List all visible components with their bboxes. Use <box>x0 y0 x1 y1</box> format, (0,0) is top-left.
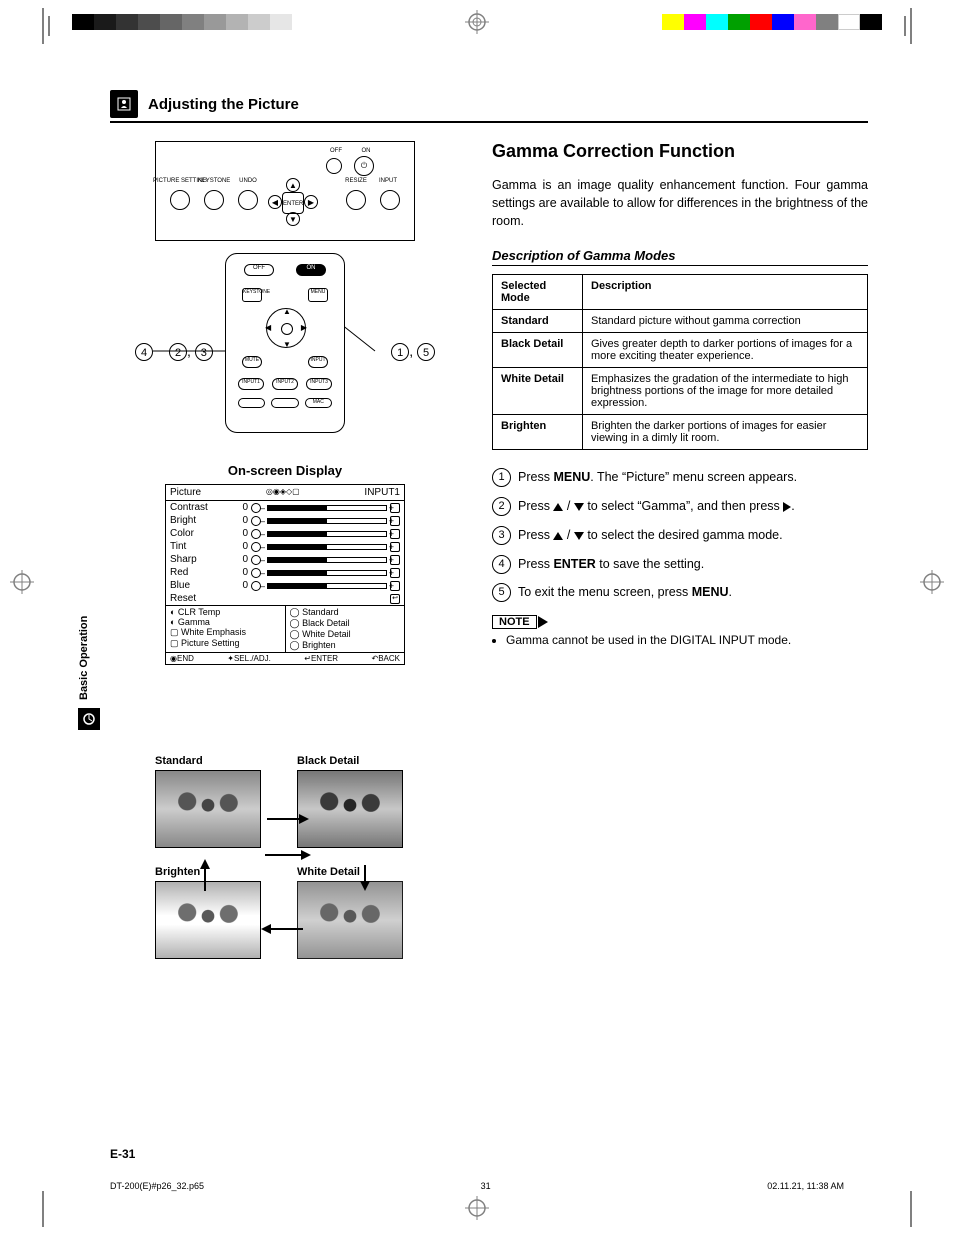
registration-target-bottom <box>465 1196 489 1225</box>
remote-keystone: KEYSTONE <box>242 288 262 302</box>
dpad-right: ▶ <box>304 195 318 209</box>
footer-filename: DT-200(E)#p26_32.p65 <box>110 1181 204 1191</box>
osd-row: Bright0 <box>166 514 404 527</box>
color-swatches <box>662 14 882 30</box>
thumb-standard <box>155 770 261 848</box>
osd-row: Tint0 <box>166 540 404 553</box>
table-row: Standard <box>493 310 583 333</box>
side-tab-icon <box>78 708 100 730</box>
crop-mark-tl <box>14 8 44 44</box>
osd-row: Red0 <box>166 566 404 579</box>
footer-timestamp: 02.11.21, 11:38 AM <box>767 1181 844 1191</box>
resize-label: RESIZE <box>345 178 367 184</box>
osd-menu-name: Picture <box>170 487 201 498</box>
intro-paragraph: Gamma is an image quality enhancement fu… <box>492 176 868 230</box>
osd-row: Sharp0 <box>166 553 404 566</box>
grayscale-swatches <box>72 14 292 30</box>
thumb-blackdetail <box>297 770 403 848</box>
crop-mark-bl <box>14 1191 44 1227</box>
osd-box: Picture ◎◉◈◇▢ INPUT1 Contrast0Bright0Col… <box>165 484 405 665</box>
undo-btn <box>238 190 258 210</box>
on-label: ON <box>362 148 371 154</box>
enter-btn: ENTER <box>282 192 304 214</box>
remote-dpad: ▲ ▼ ◀ ▶ <box>266 308 306 348</box>
off-label: OFF <box>330 148 342 154</box>
thumb-whitedetail <box>297 881 403 959</box>
instruction-steps: Press MENU. The “Picture” menu screen ap… <box>492 468 868 602</box>
gamma-thumbnails: Standard Black Detail Brighten White Det… <box>155 755 415 959</box>
crop-mark-tr <box>910 8 940 44</box>
chapter-header: Adjusting the Picture <box>110 90 868 123</box>
thumb-whitedetail-label: White Detail <box>297 866 403 878</box>
registration-target-left <box>10 570 34 594</box>
footer-page: 31 <box>481 1181 491 1191</box>
power-on-btn: ⏻ <box>354 156 374 176</box>
side-tab-label: Basic Operation <box>78 616 90 700</box>
step: Press MENU. The “Picture” menu screen ap… <box>492 468 868 487</box>
picture-setting-btn <box>170 190 190 210</box>
step: Press / to select the desired gamma mode… <box>492 526 868 545</box>
remote-on: ON <box>296 264 326 276</box>
remote-diagram: 4 2, 3 1, 5 OFF ON KEYSTONE MENU ▲ <box>135 253 435 433</box>
th-mode: Selected Mode <box>493 275 583 310</box>
print-footer: DT-200(E)#p26_32.p65 31 02.11.21, 11:38 … <box>110 1181 844 1191</box>
gamma-modes-table: Selected ModeDescription StandardStandar… <box>492 274 868 450</box>
section-title: Gamma Correction Function <box>492 141 868 162</box>
osd-input-label: INPUT1 <box>364 487 400 498</box>
keystone-btn <box>204 190 224 210</box>
chapter-icon <box>110 90 138 118</box>
input-label: INPUT <box>379 178 397 184</box>
registration-target-top <box>465 10 489 34</box>
remote-input2: INPUT2 <box>272 378 298 390</box>
remote-menu: MENU <box>308 288 328 302</box>
osd-row: Contrast0 <box>166 501 404 514</box>
chapter-title: Adjusting the Picture <box>148 96 299 113</box>
crop-mark-br <box>910 1191 940 1227</box>
note-label: NOTE <box>492 615 537 629</box>
remote-input3: INPUT3 <box>306 378 332 390</box>
control-panel-diagram: OFF ON ⏻ PICTURE SETTING KEYSTONE UNDO R… <box>155 141 415 241</box>
keystone-label: KEYSTONE <box>198 178 231 184</box>
table-row: White Detail <box>493 368 583 415</box>
registration-target-right <box>920 570 944 594</box>
thumb-standard-label: Standard <box>155 755 261 767</box>
table-row: Black Detail <box>493 333 583 368</box>
resize-btn <box>346 190 366 210</box>
page-number: E-31 <box>110 1147 135 1161</box>
input-btn <box>380 190 400 210</box>
osd-row: Blue0 <box>166 579 404 592</box>
osd-row: Color0 <box>166 527 404 540</box>
dpad-left: ◀ <box>268 195 282 209</box>
th-desc: Description <box>583 275 868 310</box>
callout-2-3: 2, 3 <box>169 343 213 361</box>
modes-heading: Description of Gamma Modes <box>492 248 868 266</box>
thumb-brighten <box>155 881 261 959</box>
power-off-btn <box>326 158 342 174</box>
thumb-brighten-label: Brighten <box>155 866 261 878</box>
callout-4: 4 <box>135 343 153 361</box>
remote-input1: INPUT1 <box>238 378 264 390</box>
table-row: Brighten <box>493 415 583 450</box>
step: To exit the menu screen, press MENU. <box>492 583 868 602</box>
osd-heading: On-screen Display <box>110 463 460 478</box>
remote-input: INPUT <box>308 356 328 368</box>
undo-label: UNDO <box>239 178 257 184</box>
remote-mute: MUTE <box>242 356 262 368</box>
step: Press / to select “Gamma”, and then pres… <box>492 497 868 516</box>
remote-off: OFF <box>244 264 274 276</box>
thumb-blackdetail-label: Black Detail <box>297 755 403 767</box>
callout-1-5: 1, 5 <box>391 343 435 361</box>
note-text: Gamma cannot be used in the DIGITAL INPU… <box>506 633 868 647</box>
osd-reset: Reset <box>170 593 230 604</box>
step: Press ENTER to save the setting. <box>492 555 868 574</box>
dpad-up: ▲ <box>286 178 300 192</box>
